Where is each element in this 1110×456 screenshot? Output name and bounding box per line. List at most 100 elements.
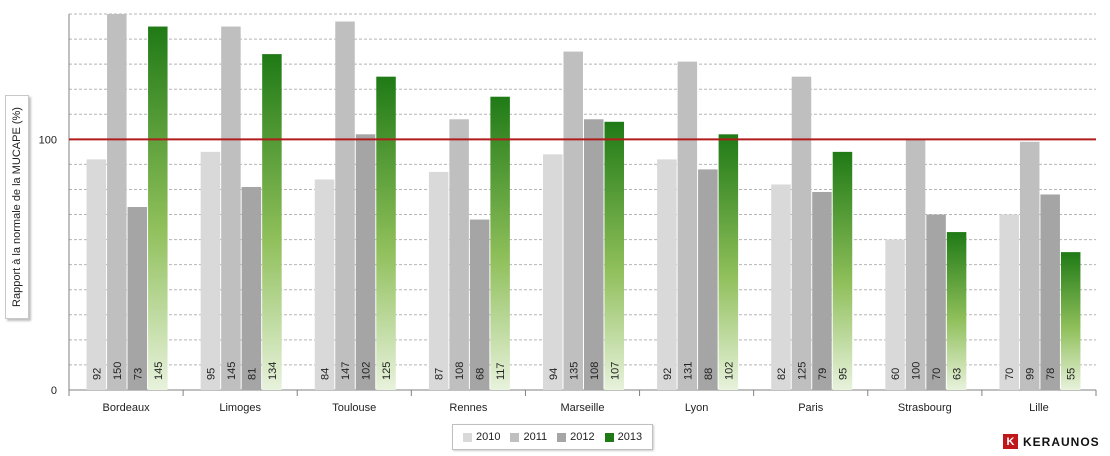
x-tick-label: Bordeaux: [103, 402, 151, 414]
data-label: 102: [361, 362, 373, 380]
y-tick-label: 100: [39, 134, 57, 146]
legend-label: 2010: [476, 431, 501, 443]
legend-swatch: [510, 432, 520, 442]
data-label: 79: [817, 368, 829, 380]
x-tick-label: Lille: [1029, 402, 1049, 414]
bar-2013: [1060, 252, 1081, 390]
bar-2010: [428, 171, 449, 390]
data-label: 125: [796, 362, 808, 380]
data-label: 84: [320, 368, 332, 380]
x-tick-label: Toulouse: [332, 402, 376, 414]
data-label: 100: [911, 362, 923, 380]
bar-2013: [832, 151, 853, 390]
data-label: 82: [776, 368, 788, 380]
legend-label: 2011: [523, 431, 548, 443]
bar-2012: [241, 186, 262, 390]
data-label: 92: [91, 368, 103, 380]
data-label: 108: [589, 362, 601, 380]
bar-2010: [885, 239, 905, 390]
bar-2013: [946, 232, 967, 390]
legend-item-2013: 2013: [604, 431, 643, 443]
data-label: 87: [434, 368, 446, 380]
bar-2010: [543, 154, 563, 390]
data-label: 99: [1025, 368, 1037, 380]
data-label: 150: [112, 362, 124, 380]
legend-swatch: [557, 432, 567, 442]
data-label: 94: [548, 368, 560, 380]
brand: K KERAUNOS: [1003, 434, 1100, 449]
bar-2012: [698, 169, 718, 390]
bar-2010: [657, 159, 677, 390]
y-axis-label: Rapport à la normale de la MUCAPE (%): [11, 107, 23, 307]
bar-2010: [771, 184, 791, 390]
x-tick-label: Limoges: [219, 402, 261, 414]
bar-2013: [490, 96, 510, 390]
legend-item-2010: 2010: [463, 431, 500, 443]
bar-2013: [148, 26, 168, 391]
data-label: 145: [153, 362, 165, 380]
bar-2012: [469, 219, 490, 390]
data-label: 147: [340, 362, 352, 380]
brand-name: KERAUNOS: [1023, 434, 1100, 449]
legend-swatch: [604, 432, 614, 442]
data-label: 70: [931, 368, 943, 380]
bar-2012: [355, 134, 376, 390]
data-label: 108: [454, 362, 466, 380]
data-label: 55: [1066, 368, 1078, 380]
bar-2011: [107, 14, 127, 390]
x-tick-label: Paris: [798, 402, 824, 414]
data-label: 134: [267, 362, 279, 380]
bar-chart: 0 100 92 150 73 145 Bordeaux 95 145 81 134 Limoges 8…: [39, 13, 1097, 414]
bar-2011: [335, 21, 355, 391]
bar-2011: [905, 139, 926, 390]
x-tick-label: Lyon: [685, 402, 708, 414]
data-label: 117: [495, 362, 507, 380]
data-label: 131: [682, 362, 694, 380]
data-label: 102: [723, 362, 735, 380]
data-label: 95: [205, 368, 217, 380]
bar-2011: [449, 119, 469, 390]
data-label: 92: [662, 368, 674, 380]
bar-2011: [221, 26, 241, 391]
data-label: 145: [226, 362, 238, 380]
chart-legend: 2010 2011 2012 2013: [452, 424, 654, 450]
data-label: 68: [475, 368, 487, 380]
x-tick-label: Rennes: [449, 402, 487, 414]
bar-2011: [791, 76, 812, 391]
bar-2011: [563, 51, 583, 390]
bar-2013: [604, 121, 624, 390]
data-label: 95: [837, 368, 849, 380]
bar-2013: [376, 76, 396, 391]
bar-2012: [127, 207, 148, 390]
data-label: 78: [1045, 368, 1057, 380]
bar-2011: [1019, 141, 1040, 390]
data-label: 60: [890, 368, 902, 380]
data-label: 70: [1004, 368, 1016, 380]
bar-2013: [718, 134, 739, 390]
bar-2012: [926, 214, 946, 390]
data-label: 125: [381, 362, 393, 380]
bar-2011: [677, 61, 698, 390]
bar-2012: [812, 191, 832, 390]
legend-label: 2013: [617, 431, 643, 443]
legend-label: 2012: [570, 431, 595, 443]
legend-swatch: [463, 432, 472, 442]
data-label: 88: [703, 368, 715, 380]
y-tick-label: 0: [51, 385, 57, 397]
bar-2010: [314, 179, 335, 390]
bar-2012: [1040, 194, 1060, 390]
data-label: 135: [568, 362, 580, 380]
data-label: 63: [952, 368, 964, 380]
y-axis-label-box: Rapport à la normale de la MUCAPE (%): [5, 95, 29, 319]
data-label: 107: [609, 362, 621, 380]
bar-2010: [200, 151, 221, 390]
keraunos-logo-icon: K: [1003, 434, 1018, 449]
bar-2013: [262, 54, 282, 391]
data-label: 81: [246, 368, 258, 380]
bar-2010: [86, 159, 107, 390]
x-tick-label: Strasbourg: [898, 402, 952, 414]
data-label: 73: [132, 368, 144, 380]
bar-2012: [584, 119, 604, 390]
x-tick-label: Marseille: [560, 402, 604, 414]
legend-item-2012: 2012: [557, 431, 595, 443]
